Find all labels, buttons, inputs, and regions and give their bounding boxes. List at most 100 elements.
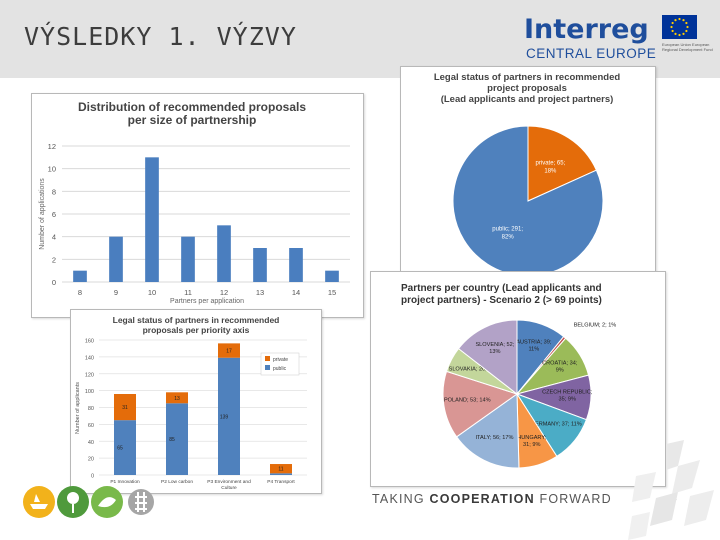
bar (109, 236, 123, 282)
pie-slice (455, 393, 520, 469)
pie-slice (457, 319, 518, 396)
legend-label: public (273, 366, 287, 372)
y-tick-label: 20 (88, 457, 94, 463)
chart-title: Legal status of partners in recommended (434, 72, 621, 83)
x-tick-label: 8 (78, 288, 82, 297)
y-tick-label: 40 (88, 440, 94, 446)
chart-title: proposals per priority axis (143, 325, 250, 335)
y-tick-label: 80 (88, 406, 94, 412)
data-label: 11 (278, 467, 283, 473)
bar (145, 157, 159, 282)
legend-box (260, 352, 300, 376)
data-label: 139 (220, 414, 229, 420)
footer-prefix: TAKING (372, 492, 425, 506)
y-tick-label: 0 (52, 278, 56, 287)
interreg-logo: Interreg CENTRAL EUROPE European Union E… (524, 14, 714, 66)
bar (217, 225, 231, 282)
data-label: 65 (117, 446, 123, 452)
y-axis-label: Number of applicants (75, 382, 81, 434)
x-tick-label: P2 Low carbon (161, 479, 193, 485)
data-label: 9% (556, 367, 564, 373)
legend-swatch (265, 356, 270, 361)
legal-status-pie-panel: Legal status of partners in recommended p… (400, 66, 656, 277)
logo-subtitle: CENTRAL EUROPE (526, 46, 657, 61)
bar (325, 270, 339, 282)
x-tick-label: 13 (256, 288, 264, 297)
pie-slice (442, 370, 519, 438)
chart-title: project partners) - Scenario 2 (> 69 poi… (401, 295, 602, 306)
x-tick-label: 12 (220, 288, 228, 297)
data-label: BELGIUM; 2; 1% (574, 323, 617, 329)
y-tick-label: 12 (48, 142, 56, 151)
bar-segment (218, 343, 240, 358)
x-tick-label: P4 Transport (267, 479, 295, 485)
bar (289, 248, 303, 282)
data-label: 11% (528, 347, 539, 353)
x-tick-label: 15 (328, 288, 336, 297)
x-axis-label: Partners per application (170, 298, 244, 305)
bar-segment (166, 392, 188, 404)
eu-flag-stars (670, 17, 689, 37)
bar-segment (166, 403, 188, 475)
data-label: private; 65; (536, 160, 566, 166)
priority-axis-chart: Legal status of partners in recommendedp… (75, 315, 307, 491)
decorative-shapes (628, 440, 714, 540)
chart-title: (Lead applicants and project partners) (441, 94, 614, 105)
data-label: CZECH REPUBLIC; (542, 389, 593, 395)
partnership-size-chart: Distribution of recommended proposalsper… (39, 100, 350, 305)
legal-status-pie-chart: Legal status of partners in recommendedp… (434, 72, 621, 277)
data-label: 82% (502, 234, 515, 240)
y-tick-label: 0 (91, 474, 94, 480)
bar (181, 236, 195, 282)
chart-title: per size of partnership (128, 113, 257, 127)
y-tick-label: 160 (85, 339, 94, 345)
footer-suffix: FORWARD (539, 492, 612, 506)
x-tick-label: P1 Innovation (110, 479, 140, 485)
y-tick-label: 100 (85, 389, 94, 395)
chart-title: Legal status of partners in recommended (113, 315, 280, 325)
bar-segment (270, 464, 292, 474)
logo-wordmark: Interreg (524, 14, 649, 45)
pie-slice (452, 125, 604, 277)
bar-segment (270, 473, 292, 475)
legend-label: private (273, 357, 288, 363)
data-label: 31 (122, 405, 128, 411)
y-tick-label: 4 (52, 233, 56, 242)
bar (253, 248, 267, 282)
data-label: ITALY; 56; 17% (475, 435, 513, 441)
data-label: SLOVENIA; 52; (475, 342, 514, 348)
x-tick-label: 9 (114, 288, 118, 297)
priority-axis-chart-panel: Legal status of partners in recommended p… (70, 309, 322, 494)
data-label: 13% (489, 349, 500, 355)
data-label: CROATIA; 34; (542, 360, 578, 366)
data-label: HUNGARY; (517, 435, 547, 441)
y-tick-label: 60 (88, 423, 94, 429)
bar-segment (114, 394, 136, 421)
pie-slice (527, 125, 598, 202)
x-tick-label: P3 Environment and (207, 479, 251, 485)
data-label: public; 291; (492, 226, 523, 232)
footer-bold: COOPERATION (429, 492, 535, 506)
y-tick-label: 140 (85, 355, 94, 361)
data-label: 13 (174, 396, 180, 402)
priority-icons (22, 484, 154, 525)
data-label: SLOVAKIA; 20; 5% (449, 367, 497, 373)
partnership-size-chart-panel: Distribution of recommended proposals per… (31, 93, 364, 318)
logo-fund-text: European Union European Regional Develop… (662, 42, 713, 52)
eu-flag-icon (662, 15, 697, 39)
chart-title: project proposals (487, 83, 567, 94)
bar (73, 270, 87, 282)
header-band (0, 0, 720, 78)
slide-title: VÝSLEDKY 1. VÝZVY (24, 22, 297, 51)
x-tick-label: 10 (148, 288, 156, 297)
y-axis-label: Number of applications (39, 178, 46, 250)
data-label: 18% (544, 168, 557, 174)
country-pie-chart: Partners per country (Lead applicants an… (401, 283, 617, 469)
bar-segment (114, 420, 136, 475)
y-tick-label: 6 (52, 210, 56, 219)
y-tick-label: 2 (52, 255, 56, 264)
legend-swatch (265, 365, 270, 370)
country-pie-panel: Partners per country (Lead applicants an… (370, 271, 666, 487)
x-tick-label: 14 (292, 288, 300, 297)
chart-title: Partners per country (Lead applicants an… (401, 283, 602, 294)
